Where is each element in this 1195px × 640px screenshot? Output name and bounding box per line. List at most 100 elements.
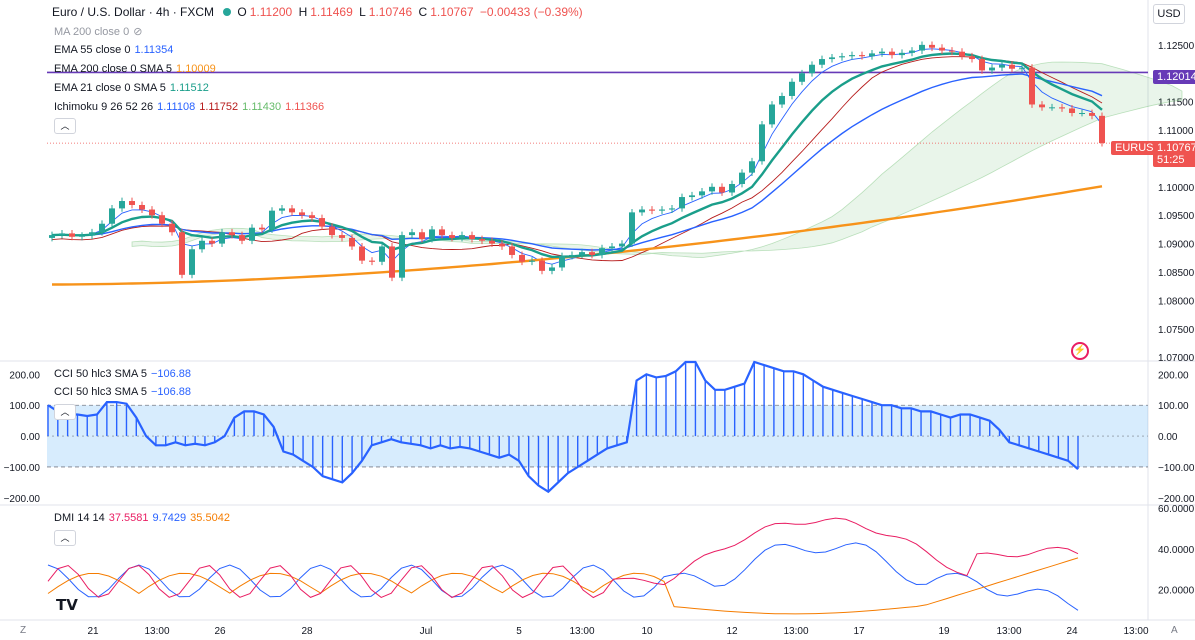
collapse-dmi-button[interactable]: ︿ <box>54 530 76 546</box>
ichimoku-value-4: 1.11366 <box>285 101 325 113</box>
candle-body <box>899 52 905 56</box>
open-value: 1.11200 <box>249 5 293 19</box>
candle-body <box>559 256 565 268</box>
ema55-line <box>51 73 1103 251</box>
candle-body <box>399 235 405 278</box>
ema21-line <box>51 52 1103 259</box>
candle-body <box>119 201 125 209</box>
time-axis-tick: 21 <box>87 626 99 637</box>
candle-body <box>309 215 315 219</box>
legend-cci-1[interactable]: CCI 50 hlc3 SMA 5 −106.88 <box>54 366 195 382</box>
candle-body <box>909 50 915 53</box>
ichimoku-value-2: 1.11752 <box>199 101 239 113</box>
time-axis-tick: 19 <box>938 626 950 637</box>
candle-body <box>339 235 345 238</box>
candle-body <box>669 208 675 210</box>
candle-body <box>749 161 755 173</box>
zoom-button[interactable]: Z <box>20 625 27 636</box>
candle-body <box>489 240 495 244</box>
time-axis-tick: Jul <box>420 626 433 637</box>
dmi-label: DMI 14 14 <box>54 512 105 524</box>
candle-body <box>779 95 785 105</box>
legend-ema200[interactable]: EMA 200 close 0 SMA 5 1.10009 <box>54 61 220 77</box>
time-axis-tick: 13:00 <box>144 626 169 637</box>
candle-body <box>569 254 575 257</box>
legend-ema21[interactable]: EMA 21 close 0 SMA 5 1.11512 <box>54 80 213 96</box>
candle-body <box>469 235 475 240</box>
candle-body <box>959 51 965 57</box>
last-price: 1.10767 <box>1157 142 1195 154</box>
time-axis-tick: 28 <box>301 626 313 637</box>
cci2-value: −106.88 <box>150 386 192 398</box>
adx-value: 35.5042 <box>190 512 230 524</box>
candle-body <box>849 55 855 57</box>
candle-body <box>189 249 195 275</box>
candle-body <box>709 186 715 192</box>
price-axis-tick: 1.11000 <box>1158 126 1194 137</box>
ichimoku-label: Ichimoku 9 26 52 26 <box>54 101 154 113</box>
cci-axis-tick: −200.00 <box>1158 494 1195 505</box>
auto-scale-button[interactable]: A <box>1171 625 1178 636</box>
candle-body <box>889 51 895 56</box>
cci-axis-tick: 100.00 <box>1158 401 1189 412</box>
legend-dmi[interactable]: DMI 14 14 37.5581 9.7429 35.5042 <box>54 510 234 526</box>
candle-body <box>829 57 835 60</box>
candle-body <box>459 235 465 238</box>
close-label: C <box>418 5 428 19</box>
price-axis-tick: 1.09000 <box>1158 240 1195 251</box>
candle-body <box>59 233 65 236</box>
price-axis-tick: 1.07000 <box>1158 353 1195 364</box>
candle-body <box>259 227 265 230</box>
candle-body <box>759 124 765 162</box>
candle-body <box>839 56 845 58</box>
ema55-value: 1.11354 <box>134 44 174 56</box>
candle-body <box>819 59 825 65</box>
price-axis-tick: 1.08000 <box>1158 296 1195 307</box>
ichimoku-value-3: 1.11430 <box>242 101 282 113</box>
candle-body <box>89 232 95 236</box>
candle-body <box>449 235 455 238</box>
currency-button[interactable]: USD <box>1153 4 1185 24</box>
time-axis-tick: 5 <box>516 626 522 637</box>
low-label: L <box>359 5 366 19</box>
candle-body <box>229 232 235 236</box>
candle-body <box>619 243 625 247</box>
cci1-value: −106.88 <box>150 368 192 380</box>
candle-body <box>439 229 445 236</box>
candle-body <box>679 197 685 209</box>
last-price-tag: 1.10767 51:25 <box>1153 141 1195 167</box>
alert-icon[interactable]: ⚡ <box>1071 342 1089 360</box>
candle-body <box>299 212 305 216</box>
candle-body <box>659 209 665 211</box>
dmi-minus-value: 9.7429 <box>152 512 187 524</box>
cci-left-axis-tick: 0.00 <box>21 432 41 443</box>
ema200-value: 1.10009 <box>176 63 216 75</box>
collapse-legend-button[interactable]: ︿ <box>54 118 76 134</box>
candle-body <box>1009 64 1015 69</box>
symbol-title[interactable]: Euro / U.S. Dollar · 4h · FXCM <box>52 5 215 19</box>
candle-body <box>649 209 655 211</box>
candle-body <box>1049 107 1055 109</box>
candle-body <box>719 186 725 193</box>
candle-body <box>329 226 335 236</box>
candle-body <box>949 50 955 52</box>
candle-body <box>529 260 535 262</box>
legend-ema55[interactable]: EMA 55 close 0 1.11354 <box>54 42 177 58</box>
legend-cci-2[interactable]: CCI 50 hlc3 SMA 5 −106.88 <box>54 384 195 400</box>
candle-body <box>389 246 395 278</box>
dmi-axis-tick: 40.0000 <box>1158 545 1195 556</box>
symbol-tag: EURUSD <box>1111 141 1166 155</box>
candle-body <box>989 67 995 71</box>
dmi-axis-tick: 20.0000 <box>1158 585 1195 596</box>
eye-off-icon[interactable]: ⊘ <box>133 26 143 38</box>
candle-body <box>1019 67 1025 69</box>
candle-body <box>809 64 815 74</box>
candle-body <box>1099 115 1105 144</box>
legend-ichimoku[interactable]: Ichimoku 9 26 52 26 1.11108 1.11752 1.11430… <box>54 99 328 115</box>
legend-ma200[interactable]: MA 200 close 0 ⊘ <box>54 24 146 40</box>
candle-body <box>859 55 865 57</box>
time-axis-tick: 13:00 <box>1123 626 1148 637</box>
collapse-cci-button[interactable]: ︿ <box>54 404 76 420</box>
time-axis-tick: 12 <box>726 626 738 637</box>
